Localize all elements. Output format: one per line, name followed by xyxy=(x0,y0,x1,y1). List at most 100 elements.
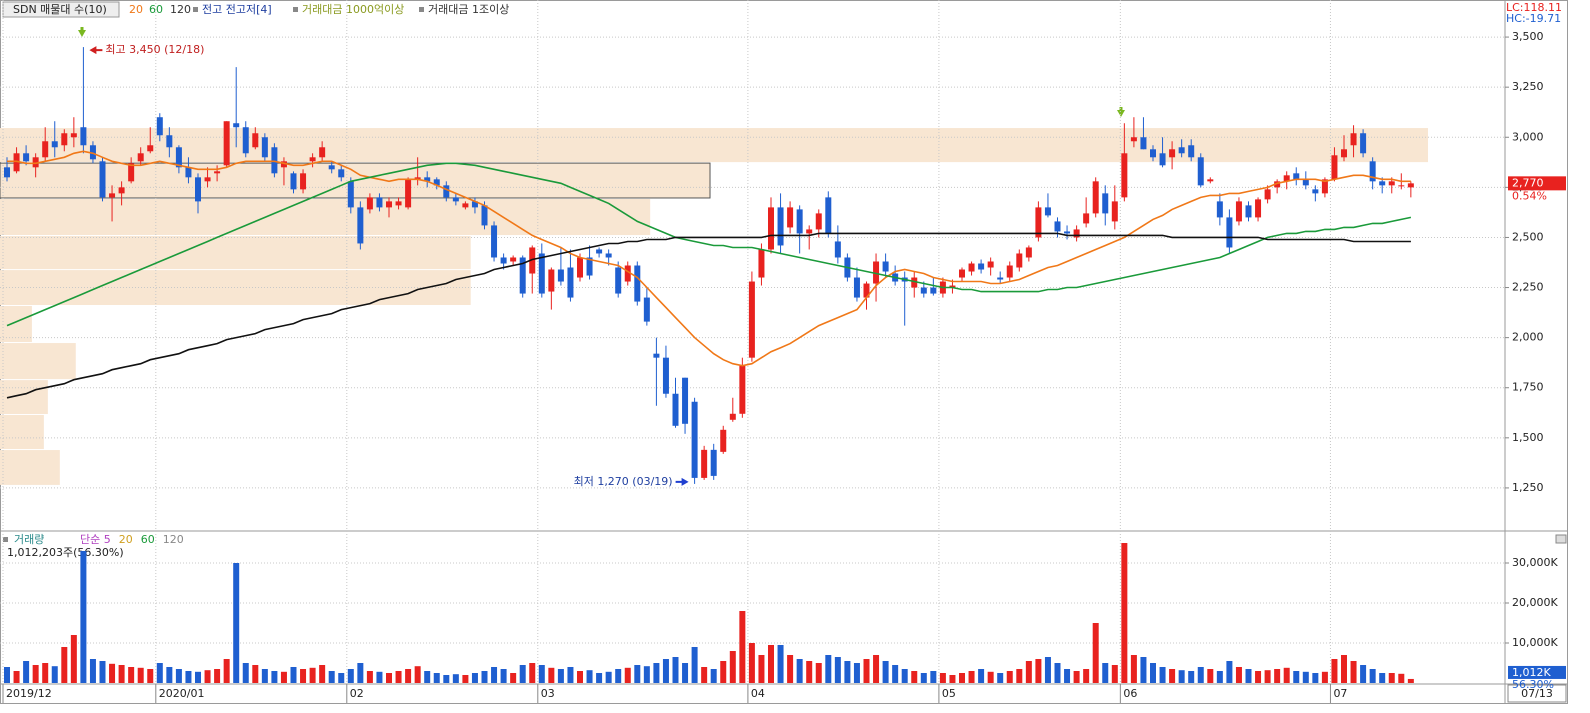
candle-body xyxy=(175,147,182,168)
candle-body xyxy=(1102,193,1109,214)
candle-body xyxy=(577,257,583,278)
volume-bar xyxy=(99,661,106,683)
candle-body xyxy=(796,209,803,234)
candle-body xyxy=(1044,207,1051,216)
legend-title: SDN 매물대 수(10) xyxy=(13,3,107,16)
volume-bar xyxy=(634,665,641,683)
volume-bar xyxy=(280,671,287,683)
candle-body xyxy=(252,133,259,148)
volume-bar xyxy=(882,661,889,683)
candle-body xyxy=(930,287,937,294)
candle-body xyxy=(653,353,660,358)
volume-bar xyxy=(911,671,918,683)
y-tick-label: 2,500 xyxy=(1512,230,1544,243)
volume-bar xyxy=(42,663,49,683)
y-tick-label: 3,000 xyxy=(1512,130,1544,143)
ma-line xyxy=(6,232,1411,399)
price-tag: 2,770 xyxy=(1512,176,1544,189)
candle-body xyxy=(1264,189,1271,200)
volume-bar xyxy=(357,663,364,683)
volume-bar xyxy=(109,663,116,683)
volume-bar xyxy=(1379,673,1386,683)
candle-body xyxy=(405,179,412,208)
ratio-label: 56.30% xyxy=(1512,678,1554,691)
volume-bar xyxy=(777,645,784,683)
volume-bar xyxy=(1073,671,1080,683)
candle-body xyxy=(710,449,717,476)
annotation-low: 최저 1,270 (03/19) xyxy=(574,475,673,488)
volume-bar xyxy=(395,671,402,683)
legend-square xyxy=(293,7,298,12)
volume-bar xyxy=(214,669,221,683)
volume-bar xyxy=(1293,671,1300,683)
candle-body xyxy=(1006,265,1013,278)
candle-body xyxy=(949,285,956,288)
corner-label: LC:118.11 xyxy=(1506,1,1562,14)
candle-body xyxy=(1130,137,1137,142)
volume-bar xyxy=(137,667,144,683)
candle-body xyxy=(1035,207,1042,238)
volume-bar xyxy=(462,675,469,683)
volume-bar xyxy=(615,669,622,683)
volume-bar xyxy=(32,665,39,683)
volume-bar xyxy=(596,673,603,683)
x-tick-label: 06 xyxy=(1123,687,1137,700)
candle-body xyxy=(214,171,221,174)
volume-bar xyxy=(1388,673,1395,683)
legend-item: 120 xyxy=(170,3,191,16)
volume-bar xyxy=(691,647,698,683)
volume-bar xyxy=(1111,665,1118,683)
candle-body xyxy=(271,147,278,174)
volume-bar xyxy=(768,645,774,683)
candle-body xyxy=(147,145,154,152)
candle-body xyxy=(366,197,373,210)
candle-body xyxy=(1188,145,1195,158)
candle-body xyxy=(701,449,708,478)
legend-square xyxy=(3,537,8,542)
volume-bar xyxy=(987,671,994,683)
candle-body xyxy=(662,357,669,394)
candle-body xyxy=(959,269,965,278)
candle-body xyxy=(23,153,30,162)
volume-bar xyxy=(61,647,68,683)
volume-bar xyxy=(825,655,832,683)
volume-bar xyxy=(89,659,96,683)
volume-bar xyxy=(729,651,736,683)
volume-bar xyxy=(13,671,20,683)
y-tick-label: 1,250 xyxy=(1512,481,1544,494)
candle-body xyxy=(1178,147,1185,154)
volume-bar xyxy=(939,673,946,683)
volume-bar xyxy=(1216,671,1223,683)
signal-arrow xyxy=(78,30,86,37)
candle-body xyxy=(61,133,68,146)
volume-bar xyxy=(1302,671,1309,683)
candle-body xyxy=(1197,157,1204,186)
candle-body xyxy=(4,167,10,178)
corner-label: HC:-19.71 xyxy=(1506,12,1561,25)
volume-bar xyxy=(290,667,297,683)
candle-body xyxy=(1312,189,1319,194)
volume-bar xyxy=(853,663,860,683)
candle-body xyxy=(1207,179,1214,182)
volume-bar xyxy=(1092,623,1099,683)
volume-title: 거래량 xyxy=(14,533,44,546)
volume-bar xyxy=(978,669,985,683)
candle-body xyxy=(1216,201,1223,218)
volume-bar xyxy=(1331,659,1338,683)
volume-bar xyxy=(1407,678,1414,683)
volume-bar xyxy=(481,671,488,683)
volume-bar xyxy=(147,669,154,683)
volume-bar xyxy=(433,673,440,683)
candle-body xyxy=(873,261,880,284)
candle-body xyxy=(166,135,173,148)
volume-bar xyxy=(376,671,383,683)
volume-subtitle: 1,012,203주(56.30%) xyxy=(7,546,124,559)
pane-button[interactable] xyxy=(1555,534,1567,544)
candle-body xyxy=(586,257,593,276)
candle-body xyxy=(1140,137,1147,150)
volume-bar xyxy=(471,673,478,683)
volume-bar xyxy=(1360,665,1367,683)
candle-body xyxy=(1016,253,1023,268)
